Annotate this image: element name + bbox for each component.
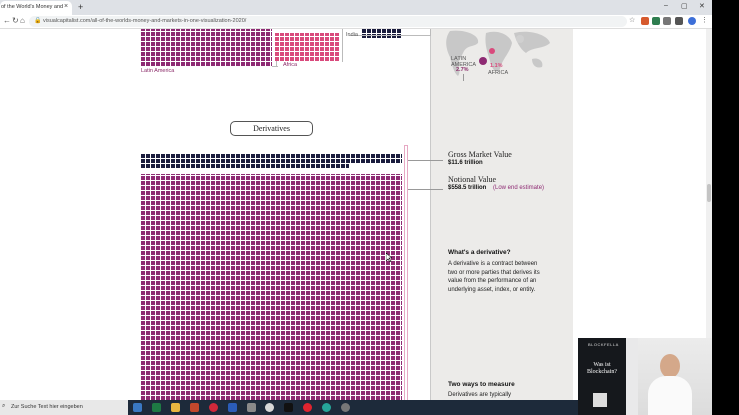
video-thumbnail: BLOCKFELLA Was ist Blockchain? <box>578 338 626 415</box>
extension-icon[interactable] <box>641 17 649 25</box>
notional-value-title: Notional Value <box>448 175 497 184</box>
new-tab-button[interactable]: + <box>78 2 84 12</box>
tab-bar: of the World's Money and Ma × + – ▢ ✕ <box>0 0 712 15</box>
what-is-derivative-title: What's a derivative? <box>448 249 511 256</box>
tradingview-icon[interactable] <box>284 403 293 412</box>
menu-icon[interactable]: ⋮ <box>701 17 708 24</box>
scrollbar-track[interactable] <box>706 29 712 400</box>
chrome-icon[interactable] <box>265 403 274 412</box>
close-window-icon[interactable]: ✕ <box>699 3 705 10</box>
presenter-face <box>660 354 680 378</box>
scrollbar-thumb[interactable] <box>707 184 711 202</box>
derivatives-heading: Derivatives <box>253 124 290 133</box>
extension-icon[interactable] <box>663 17 671 25</box>
map-africa-name: AFRICA <box>488 70 509 76</box>
address-bar: ← ↻ ⌂ 🔒 visualcapitalist.com/all-of-the-… <box>0 15 712 29</box>
minimize-icon[interactable]: – <box>664 2 668 9</box>
webcam-brand: BLOCKFELLA <box>588 342 619 347</box>
search-icon: ⌕ <box>2 403 6 409</box>
extensions-puzzle-icon[interactable] <box>675 17 683 25</box>
app-icon[interactable] <box>322 403 331 412</box>
taskbar-search[interactable]: ⌕ Zur Suche Text hier eingeben <box>0 400 128 415</box>
file-explorer-icon[interactable] <box>171 403 180 412</box>
latin-america-marker <box>479 57 487 65</box>
word-icon[interactable] <box>228 403 237 412</box>
extension-icon[interactable] <box>652 17 660 25</box>
excel-icon[interactable] <box>152 403 161 412</box>
qr-code <box>593 393 607 407</box>
lock-icon: 🔒 <box>34 18 42 24</box>
notional-value-grid <box>141 174 402 400</box>
india-label: India <box>346 32 358 38</box>
app-icon[interactable] <box>341 403 350 412</box>
notional-value-note: (Low end estimate) <box>493 185 545 191</box>
webcam-headline: Was ist Blockchain? <box>587 362 617 375</box>
back-icon[interactable]: ← <box>3 16 11 25</box>
africa-marker <box>489 48 495 54</box>
browser-tab[interactable]: of the World's Money and Ma × <box>0 1 72 15</box>
two-ways-title: Two ways to measure <box>448 381 515 388</box>
star-icon[interactable]: ☆ <box>629 17 636 24</box>
tab-close-icon[interactable]: × <box>64 3 69 10</box>
mouse-cursor <box>386 253 392 262</box>
latin-america-grid <box>141 29 272 66</box>
india-grid <box>362 29 402 38</box>
taskview-icon[interactable] <box>133 403 142 412</box>
gross-market-value-grid <box>141 153 402 168</box>
url-field[interactable]: 🔒 visualcapitalist.com/all-of-the-worlds… <box>29 16 627 27</box>
sidebar-panel <box>430 29 573 400</box>
map-africa-value: 1.1% <box>490 63 503 69</box>
notional-value-amount: $558.5 trillion <box>448 185 487 191</box>
app-icon[interactable] <box>209 403 218 412</box>
presenter-shirt <box>648 376 692 415</box>
africa-grid <box>275 33 340 61</box>
tab-title: of the World's Money and Ma <box>1 4 63 10</box>
derivatives-heading-box: Derivatives <box>230 121 313 136</box>
webcam-overlay: BLOCKFELLA Was ist Blockchain? <box>578 338 712 415</box>
map-latin-america-name: LATIN AMERICA <box>451 56 477 68</box>
taskbar: ⌕ Zur Suche Text hier eingeben <box>0 400 712 415</box>
home-icon[interactable]: ⌂ <box>20 16 25 25</box>
gross-market-value-amount: $11.6 trillion <box>448 160 483 166</box>
world-map <box>446 30 550 76</box>
map-latin-america-value: 2.7% <box>456 67 469 73</box>
taskbar-search-placeholder: Zur Suche Text hier eingeben <box>11 404 83 410</box>
gross-market-value-title: Gross Market Value <box>448 150 512 159</box>
maximize-icon[interactable]: ▢ <box>681 3 688 10</box>
opera-icon[interactable] <box>303 403 312 412</box>
notional-bracket <box>404 145 408 400</box>
url-text: visualcapitalist.com/all-of-the-worlds-m… <box>43 18 247 24</box>
profile-avatar[interactable] <box>688 17 696 25</box>
two-ways-body: Derivatives are typically <box>448 392 512 398</box>
latin-america-label: Latin America <box>141 68 175 74</box>
africa-label: Africa <box>283 62 298 68</box>
grid-gap <box>349 163 402 169</box>
powerpoint-icon[interactable] <box>190 403 199 412</box>
app-icon[interactable] <box>247 403 256 412</box>
what-is-derivative-body: A derivative is a contract between two o… <box>448 261 540 293</box>
reload-icon[interactable]: ↻ <box>12 16 19 25</box>
